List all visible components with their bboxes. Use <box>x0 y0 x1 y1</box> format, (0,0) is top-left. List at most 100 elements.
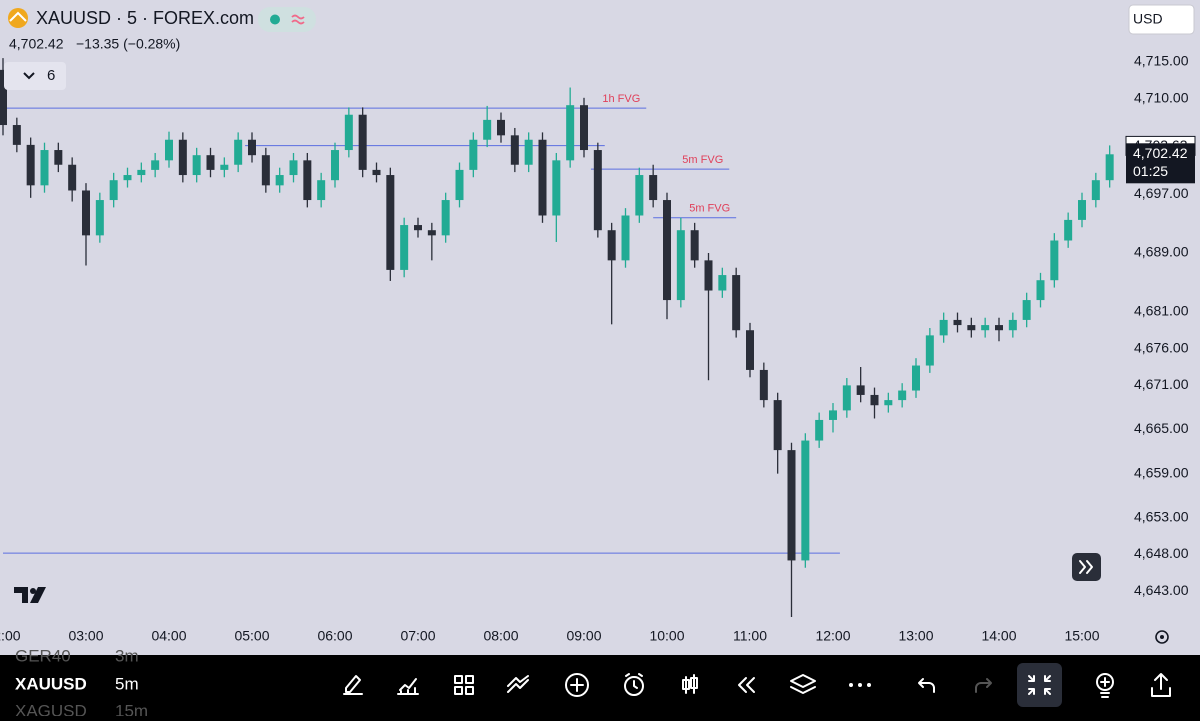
candle-body <box>649 175 658 201</box>
settings-core <box>1160 635 1164 639</box>
add-tool[interactable] <box>565 673 589 697</box>
candle-body <box>206 155 215 170</box>
more-dot <box>867 683 871 687</box>
plot: 1h FVG 5m FVG 5m FVG <box>0 58 1114 618</box>
candle-body <box>1008 319 1017 331</box>
y-tick-label: 4,697.00 <box>1134 185 1189 201</box>
candle-body <box>275 175 284 186</box>
symbol-logo <box>8 8 28 28</box>
candle-body <box>1064 219 1073 241</box>
candle-body <box>455 169 464 201</box>
candle-body <box>787 450 796 561</box>
candle-body <box>1050 240 1059 281</box>
layouts-tool[interactable] <box>454 675 474 695</box>
x-tick-label: 02:00 <box>0 628 21 644</box>
candle-body <box>497 119 505 136</box>
candle-body <box>718 275 727 291</box>
x-axis: 02:00 03:00 04:00 05:00 06:00 07:00 08:00 09:00… <box>0 628 1100 644</box>
currency: USD <box>1133 11 1163 27</box>
x-tick-label: 06:00 <box>317 628 352 644</box>
candle-body <box>746 330 754 370</box>
candle-body <box>414 225 422 231</box>
watch-symbol[interactable]: XAGUSD <box>15 701 87 720</box>
candle-body <box>331 150 339 181</box>
level-label: 5m FVG <box>689 203 730 215</box>
candle-body <box>178 139 187 176</box>
candle-body <box>1078 200 1086 220</box>
candle-body <box>884 400 893 406</box>
currency-button[interactable] <box>1128 4 1195 35</box>
price-change: −13.35 (−0.28%) <box>76 36 180 52</box>
candle-body <box>635 175 644 216</box>
candle-body <box>912 365 920 391</box>
chevron <box>23 72 35 80</box>
candle-body <box>123 175 132 181</box>
clock-hands <box>625 673 643 689</box>
ideas-tool[interactable] <box>1096 673 1114 691</box>
share-tool[interactable] <box>1151 673 1171 697</box>
candle-body <box>400 225 409 270</box>
more-dot[interactable] <box>849 683 853 687</box>
candle-body <box>137 169 146 176</box>
candle-body <box>690 230 699 261</box>
candle-body <box>289 160 298 176</box>
redo[interactable] <box>975 678 992 693</box>
brand-logo <box>14 587 46 603</box>
candle-body <box>967 325 976 331</box>
candle-body <box>358 114 367 170</box>
watch-interval: 3m <box>115 646 139 665</box>
candle-body <box>870 394 879 406</box>
watch-interval: 5m <box>115 674 139 693</box>
level-label: 5m FVG <box>682 154 723 166</box>
y-tick-label: 4,681.00 <box>1134 303 1189 319</box>
chart-type-tool[interactable] <box>682 674 698 694</box>
objects-tool[interactable] <box>790 674 816 694</box>
x-tick-label: 10:00 <box>649 628 684 644</box>
candle-body <box>427 230 436 236</box>
candle-body <box>12 125 21 145</box>
double-chevron <box>1079 560 1093 574</box>
candle-body <box>192 155 201 176</box>
y-tick-label: 4,710.00 <box>1134 89 1189 105</box>
candle-body <box>26 144 35 186</box>
y-tick-label: 4,643.00 <box>1134 582 1189 598</box>
indicator-count: 6 <box>47 67 55 84</box>
status-pill[interactable] <box>258 7 316 32</box>
settings[interactable] <box>1155 630 1169 644</box>
watch-symbol[interactable]: XAUUSD <box>15 674 87 693</box>
indicators-tool[interactable] <box>397 678 419 695</box>
candle-body <box>953 319 962 326</box>
market-open-dot <box>270 14 280 25</box>
draw-tool[interactable] <box>343 675 363 695</box>
candle-body <box>676 230 685 301</box>
x-tick-label: 13:00 <box>898 628 933 644</box>
candle-body <box>856 385 865 395</box>
candle-body <box>372 169 381 176</box>
watch-symbol[interactable]: GER40 <box>15 646 71 665</box>
candle-body <box>234 139 243 165</box>
undo[interactable] <box>918 678 935 693</box>
alert-tool[interactable] <box>624 676 644 696</box>
candle-body <box>0 69 7 126</box>
scroll-to-latest[interactable] <box>1072 553 1101 581</box>
last-price: 4,702.42 <box>9 36 64 52</box>
candle-body <box>925 335 934 366</box>
compare-tool[interactable] <box>507 675 529 693</box>
x-tick-label: 12:00 <box>815 628 850 644</box>
indicators-toggle[interactable] <box>4 62 66 90</box>
candle-body <box>607 230 616 261</box>
candle-body <box>801 440 810 561</box>
fullscreen-active[interactable] <box>1017 663 1062 707</box>
candle-body <box>510 135 519 165</box>
y-tick-label: 4,648.00 <box>1134 545 1189 561</box>
candle-body <box>829 410 837 420</box>
candle-body <box>344 114 353 151</box>
collapse-icon <box>1028 675 1051 695</box>
candle-body <box>981 325 990 331</box>
candle-body <box>317 180 326 201</box>
chart-background <box>0 0 1200 655</box>
symbol-title[interactable]: XAUUSD · 5 · FOREX.com <box>36 8 254 28</box>
x-tick-label: 11:00 <box>733 628 767 644</box>
replay-tool[interactable] <box>738 677 755 693</box>
x-tick-label: 14:00 <box>981 628 1016 644</box>
